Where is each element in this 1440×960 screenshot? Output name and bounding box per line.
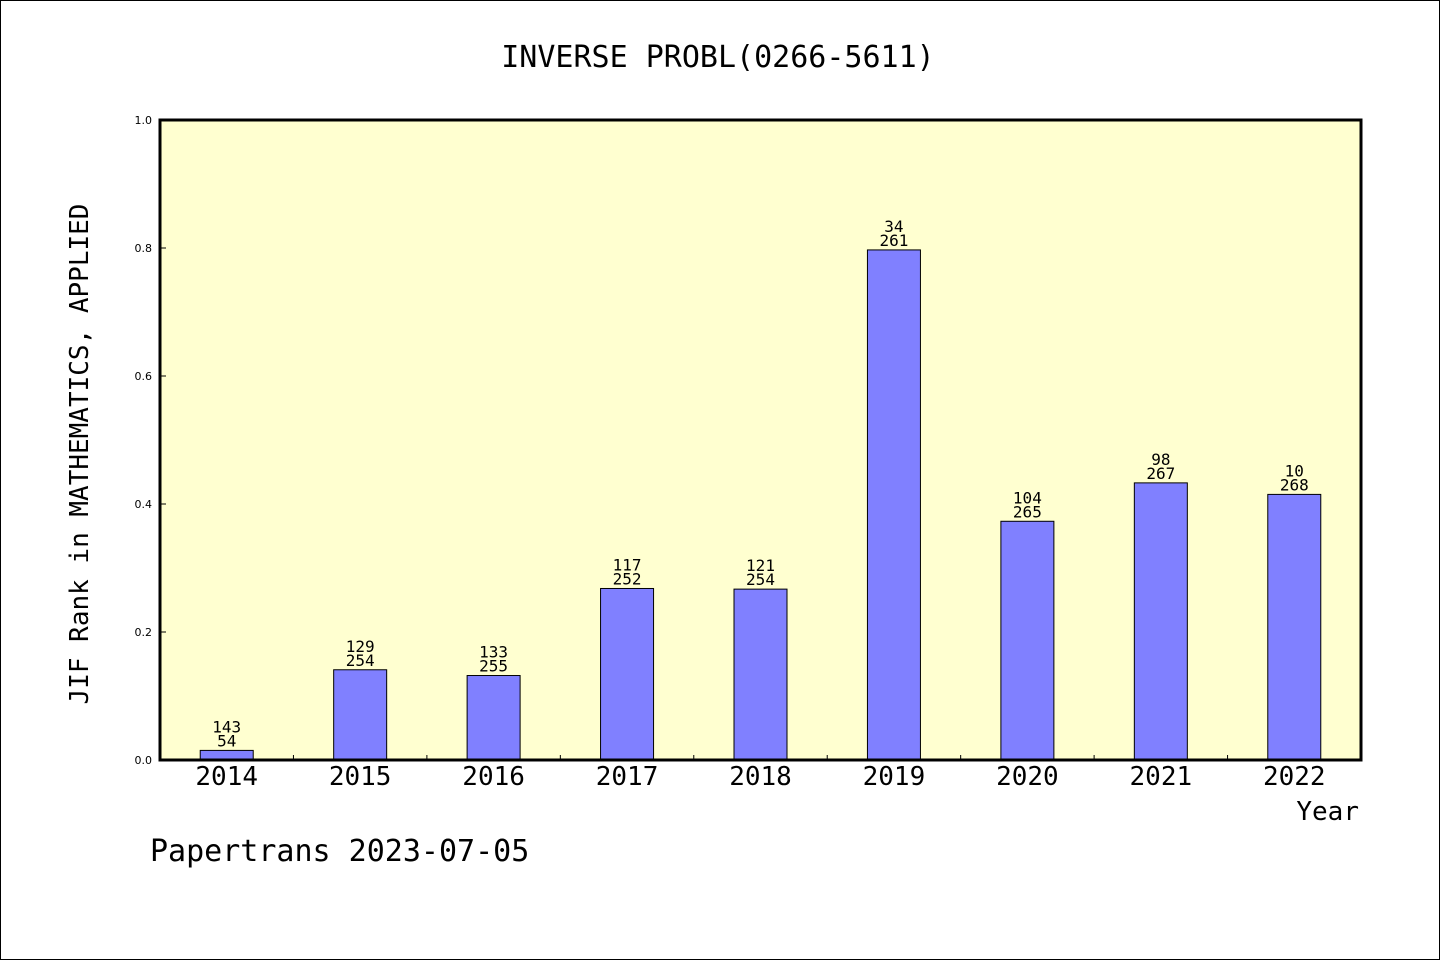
bar [466, 675, 521, 761]
bar-total-label: 254 [746, 570, 775, 589]
bar-total-label: 268 [1280, 475, 1309, 494]
bar-total-label: 54 [217, 731, 236, 750]
x-tick-label: 2016 [462, 762, 525, 792]
x-tick-label: 2018 [729, 762, 792, 792]
y-tick-label: 0.6 [135, 370, 153, 383]
x-tick-label: 2020 [996, 762, 1059, 792]
bar-rank-label: 104 [1013, 488, 1042, 507]
bar-total-label: 265 [1013, 502, 1042, 521]
x-tick-label: 2015 [329, 762, 392, 792]
x-tick-label: 2022 [1263, 762, 1326, 792]
chart-title: INVERSE PROBL(0266-5611) [501, 40, 934, 75]
x-tick-label: 2021 [1130, 762, 1193, 792]
y-tick-label: 0.2 [135, 626, 153, 639]
y-axis-label: JIF Rank in MATHEMATICS, APPLIED [65, 204, 95, 705]
bar-rank-label: 117 [613, 555, 642, 574]
bar-rank-label: 133 [479, 643, 508, 662]
y-tick-label: 0.0 [135, 754, 153, 767]
x-axis-label: Year [1296, 797, 1359, 827]
bar-rank-label: 98 [1151, 450, 1170, 469]
bar-rank-label: 10 [1285, 461, 1304, 480]
bar-total-label: 261 [879, 231, 908, 250]
y-tick-label: 0.8 [135, 242, 153, 255]
bar [1267, 493, 1322, 761]
x-tick-label: 2014 [195, 762, 258, 792]
y-tick-label: 1.0 [135, 114, 153, 127]
bar-rank-label: 121 [746, 556, 775, 575]
bar-rank-label: 34 [884, 217, 903, 236]
bar [600, 587, 655, 761]
bar [1000, 520, 1055, 761]
bar-total-label: 252 [613, 569, 642, 588]
footer-text: Papertrans 2023-07-05 [150, 834, 530, 869]
bars: 5414325412925513325211725412126134265104… [199, 217, 1322, 761]
bar-rank-label: 129 [346, 637, 375, 656]
bar-rank-label: 143 [212, 717, 241, 736]
bar [1133, 482, 1188, 761]
y-tick-label: 0.4 [135, 498, 153, 511]
x-axis: 2014 2015 2016 2017 2018 2019 2020 2021 2022 [195, 755, 1326, 792]
x-tick-label: 2017 [596, 762, 659, 792]
bar-total-label: 255 [479, 657, 508, 676]
bar [333, 669, 388, 761]
bar-total-label: 267 [1146, 464, 1175, 483]
plot-border [158, 118, 1363, 762]
bar-total-label: 254 [346, 651, 375, 670]
x-tick-label: 2019 [863, 762, 926, 792]
bar [866, 249, 921, 761]
bar [733, 588, 788, 761]
